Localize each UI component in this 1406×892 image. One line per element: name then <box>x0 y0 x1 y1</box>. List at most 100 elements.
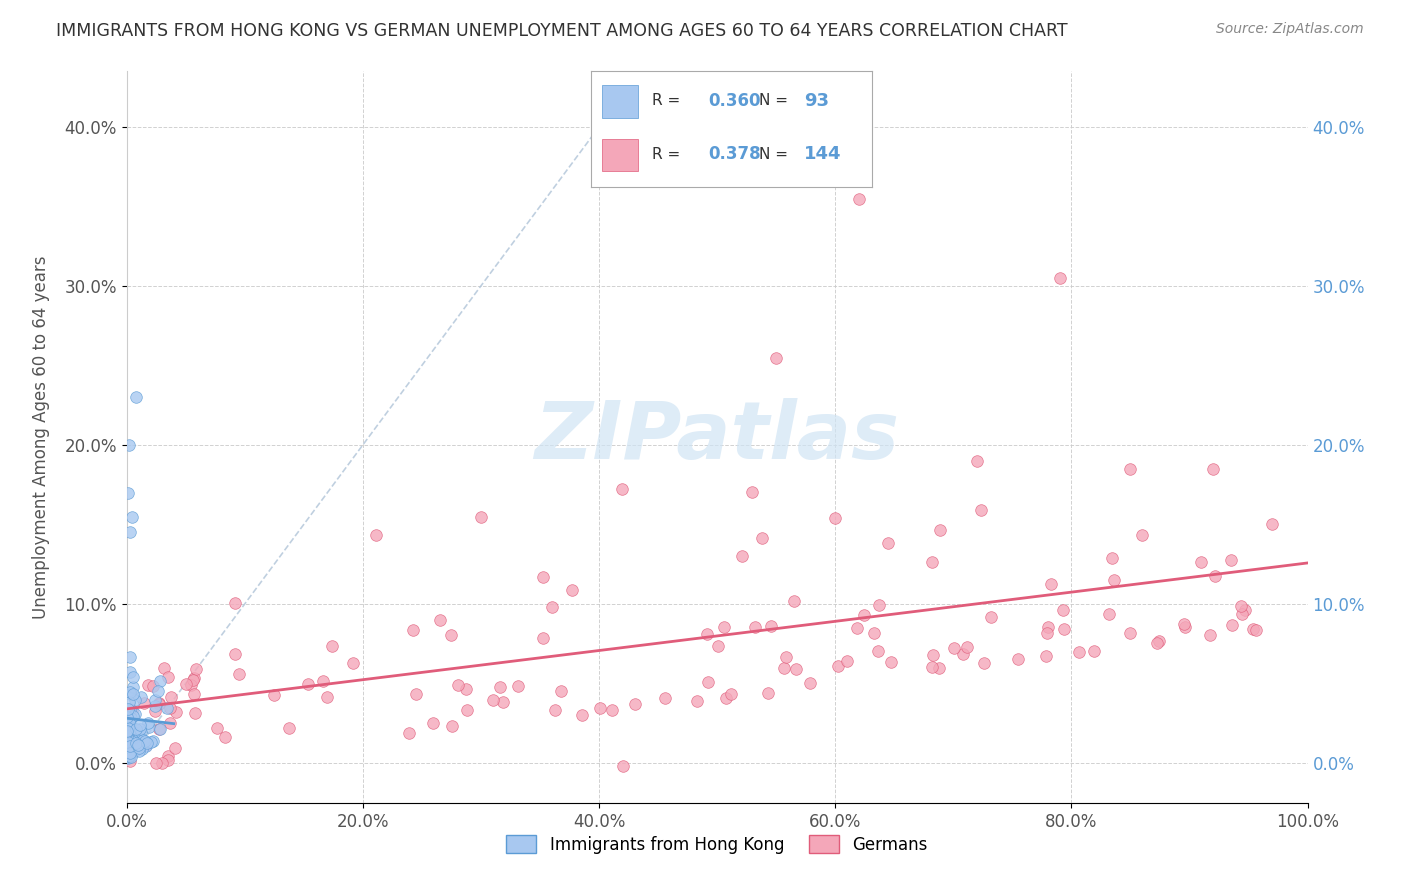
Point <box>741 484 763 499</box>
Point <box>1202 462 1225 476</box>
Point <box>1146 636 1168 650</box>
Point <box>125 735 148 749</box>
Point <box>773 661 796 675</box>
Point <box>879 656 901 670</box>
Point <box>127 740 149 755</box>
Point <box>120 723 142 738</box>
Point <box>312 673 335 688</box>
Point <box>405 687 427 701</box>
Point <box>263 688 285 702</box>
Point <box>1173 616 1195 631</box>
Point <box>224 647 246 661</box>
Point <box>120 525 142 540</box>
Point <box>1204 568 1226 582</box>
Point <box>531 570 554 584</box>
Point <box>117 751 139 765</box>
Point <box>129 718 152 732</box>
Point <box>124 707 146 722</box>
Point <box>1130 528 1153 542</box>
Point <box>827 659 849 673</box>
Point <box>134 734 156 748</box>
Point <box>121 744 143 758</box>
Point <box>120 665 142 680</box>
Text: IMMIGRANTS FROM HONG KONG VS GERMAN UNEMPLOYMENT AMONG AGES 60 TO 64 YEARS CORRE: IMMIGRANTS FROM HONG KONG VS GERMAN UNEM… <box>56 22 1069 40</box>
Point <box>654 691 676 706</box>
Point <box>117 694 139 708</box>
Point <box>966 454 988 468</box>
Point <box>402 624 425 638</box>
Point <box>129 725 152 739</box>
Point <box>115 749 138 764</box>
Point <box>824 511 846 525</box>
Point <box>1101 551 1123 566</box>
Point <box>456 703 478 717</box>
Point <box>142 734 165 748</box>
Point <box>124 744 146 758</box>
Point <box>707 639 730 653</box>
Point <box>121 703 143 717</box>
Point <box>165 705 187 719</box>
Point <box>1049 271 1071 285</box>
Point <box>456 682 478 697</box>
Point <box>145 756 167 770</box>
Point <box>131 732 153 747</box>
Point <box>138 678 160 692</box>
Point <box>148 697 170 711</box>
Point <box>716 690 738 705</box>
Point <box>1102 573 1125 587</box>
Point <box>117 702 139 716</box>
Point <box>132 734 155 748</box>
Point <box>136 716 159 731</box>
Point <box>127 736 149 750</box>
Text: 93: 93 <box>804 92 830 110</box>
Point <box>1174 620 1197 634</box>
Point <box>124 730 146 744</box>
Point <box>277 721 299 735</box>
Point <box>115 724 138 739</box>
Point <box>440 718 463 732</box>
Point <box>160 690 183 704</box>
Point <box>422 716 444 731</box>
Point <box>134 696 156 710</box>
Point <box>1189 555 1212 569</box>
Text: 144: 144 <box>804 145 842 163</box>
Point <box>115 739 138 753</box>
Point <box>876 536 898 550</box>
Point <box>115 743 138 757</box>
Point <box>125 390 148 404</box>
Point <box>180 677 202 691</box>
Point <box>131 731 153 746</box>
Point <box>184 662 207 676</box>
Point <box>115 746 138 760</box>
Point <box>128 743 150 757</box>
Text: 0.378: 0.378 <box>709 145 761 163</box>
Point <box>783 594 806 608</box>
Point <box>115 710 138 724</box>
Point <box>120 749 142 764</box>
Point <box>148 684 170 698</box>
Point <box>853 607 876 622</box>
Point <box>142 679 165 693</box>
Point <box>143 698 166 713</box>
Point <box>121 746 143 760</box>
Point <box>136 736 159 750</box>
Point <box>541 599 564 614</box>
Point <box>148 722 170 736</box>
Point <box>429 613 451 627</box>
Point <box>138 720 160 734</box>
Point <box>921 555 943 569</box>
Point <box>922 648 945 662</box>
Point <box>862 626 884 640</box>
Point <box>139 735 162 749</box>
Point <box>868 643 890 657</box>
Point <box>183 687 205 701</box>
Text: 0.360: 0.360 <box>709 92 761 110</box>
Point <box>928 661 950 675</box>
Point <box>122 740 145 755</box>
Point <box>120 711 142 725</box>
Point <box>1244 623 1267 637</box>
Point <box>550 683 572 698</box>
Point <box>1199 627 1222 641</box>
Point <box>121 509 143 524</box>
Text: ZIPatlas: ZIPatlas <box>534 398 900 476</box>
